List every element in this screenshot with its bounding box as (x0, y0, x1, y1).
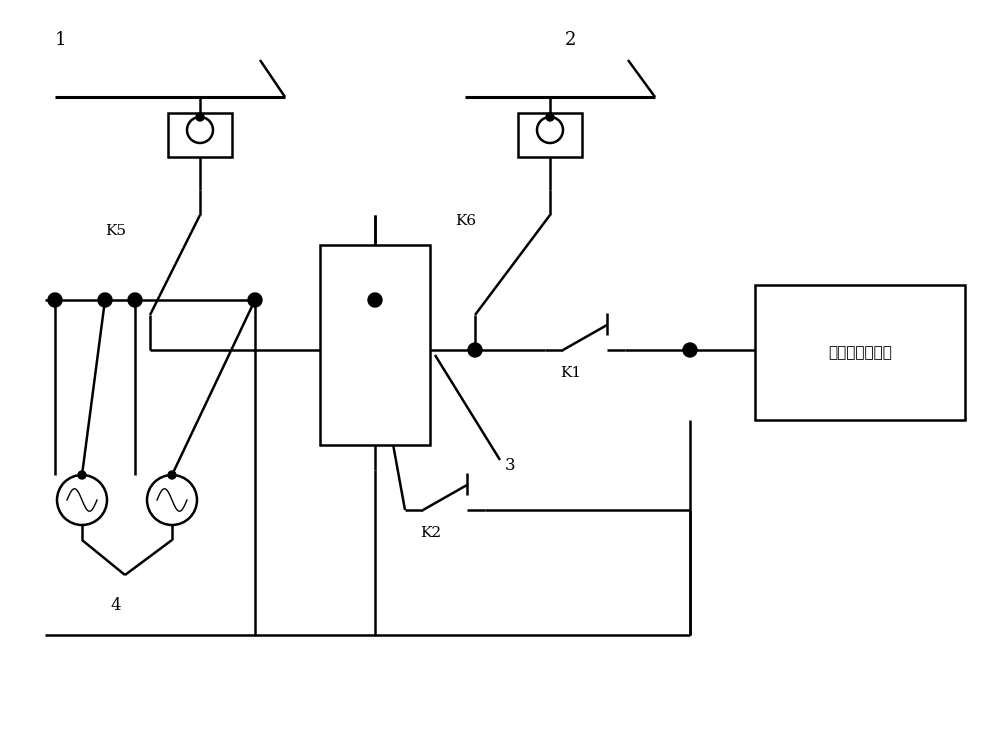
Circle shape (168, 471, 176, 479)
Text: K2: K2 (420, 526, 441, 540)
Bar (755, 285, 965, 420)
Bar (320, 245, 430, 445)
Text: K1: K1 (560, 366, 581, 380)
Text: K6: K6 (455, 214, 476, 228)
Bar (168, 113, 232, 157)
Circle shape (546, 113, 554, 121)
Circle shape (98, 293, 112, 307)
Text: 1: 1 (55, 31, 66, 49)
Text: 3: 3 (505, 457, 516, 474)
Circle shape (468, 343, 482, 357)
Bar (518, 113, 582, 157)
Circle shape (683, 343, 697, 357)
Circle shape (368, 293, 382, 307)
Circle shape (128, 293, 142, 307)
Circle shape (78, 471, 86, 479)
Circle shape (248, 293, 262, 307)
Text: 第一辅助逆变器: 第一辅助逆变器 (828, 345, 892, 360)
Text: 2: 2 (565, 31, 576, 49)
Circle shape (196, 113, 204, 121)
Text: K5: K5 (105, 224, 126, 238)
Text: 4: 4 (110, 597, 121, 614)
Circle shape (48, 293, 62, 307)
